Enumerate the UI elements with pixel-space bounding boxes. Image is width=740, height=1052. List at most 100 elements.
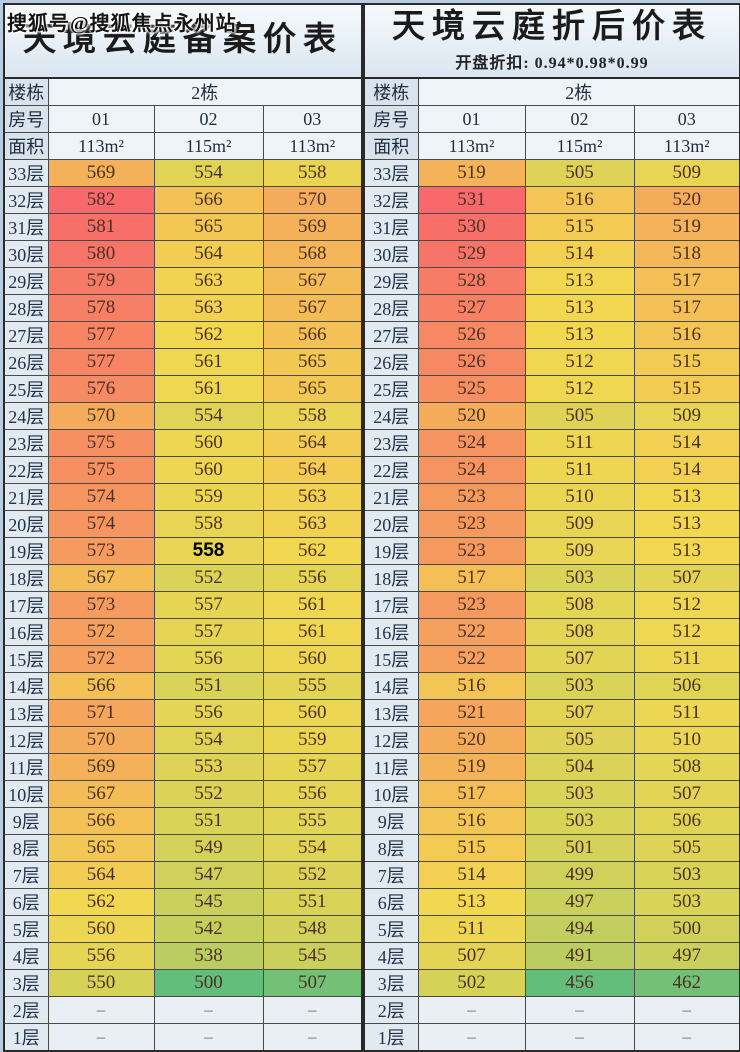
price-cell: 548	[262, 915, 363, 943]
floor-label: 9层	[363, 807, 419, 835]
room-number: 03	[633, 105, 740, 133]
floor-label: 17层	[3, 591, 49, 619]
price-cell: 554	[153, 726, 264, 754]
price-cell: 567	[262, 294, 363, 322]
floor-label: 19层	[3, 537, 49, 565]
table-row: 15层 522 507 511	[363, 645, 740, 673]
table-row: 9层 566 551 555	[3, 807, 363, 835]
table-row: 23层 524 511 514	[363, 429, 740, 457]
price-cell: 545	[262, 942, 363, 970]
area-label: 面积	[363, 132, 419, 160]
table-row: 13层 521 507 511	[363, 699, 740, 727]
price-cell: 578	[47, 294, 155, 322]
table-row: 3层 550 500 507	[3, 969, 363, 997]
price-cell: 569	[262, 213, 363, 241]
table-row: 1层 – – –	[363, 1023, 740, 1052]
table-row: 24层 570 554 558	[3, 402, 363, 430]
price-cell: 503	[524, 780, 635, 808]
table-row: 7层 514 499 503	[363, 861, 740, 889]
building-label: 楼栋	[363, 77, 419, 106]
table-row: 9层 516 503 506	[363, 807, 740, 835]
floor-label: 16层	[3, 618, 49, 646]
floor-label: 31层	[363, 213, 419, 241]
floor-label: 33层	[3, 159, 49, 187]
price-cell: 512	[524, 375, 635, 403]
table-row: 2层 – – –	[3, 996, 363, 1024]
price-cell: 511	[524, 429, 635, 457]
room-label: 房号	[3, 105, 49, 133]
price-cell: 556	[47, 942, 155, 970]
price-cell: 513	[524, 321, 635, 349]
table-row: 14层 516 503 506	[363, 672, 740, 700]
floor-label: 7层	[3, 861, 49, 889]
price-cell: 556	[262, 780, 363, 808]
price-cell: 562	[47, 888, 155, 916]
price-cell: 507	[262, 969, 363, 997]
area-value: 113m²	[417, 132, 526, 160]
price-cell: –	[633, 996, 740, 1024]
price-cell: –	[262, 1023, 363, 1052]
table-row: 6层 562 545 551	[3, 888, 363, 916]
table-row: 2层 – – –	[363, 996, 740, 1024]
price-cell: 523	[417, 591, 526, 619]
price-cell: 554	[153, 402, 264, 430]
price-cell: 563	[262, 483, 363, 511]
price-cell: 531	[417, 186, 526, 214]
price-cell: 517	[417, 564, 526, 592]
price-cell: 514	[633, 456, 740, 484]
floor-label: 10层	[3, 780, 49, 808]
price-cell: 556	[262, 564, 363, 592]
price-cell: 520	[417, 726, 526, 754]
price-cell: 560	[153, 429, 264, 457]
price-cell: 512	[633, 591, 740, 619]
price-cell: 502	[417, 969, 526, 997]
floor-label: 12层	[363, 726, 419, 754]
floor-label: 13层	[3, 699, 49, 727]
price-cell: 516	[417, 807, 526, 835]
price-cell: 513	[524, 294, 635, 322]
price-cell: 558	[153, 510, 264, 538]
price-cell: 581	[47, 213, 155, 241]
table-row: 3层 502 456 462	[363, 969, 740, 997]
price-cell: 565	[262, 348, 363, 376]
price-cell: 560	[153, 456, 264, 484]
table-row: 33层 569 554 558	[3, 159, 363, 187]
filed-price-table: 天境云庭备案价表 楼栋 2栋 房号 01 02 03 面积 113m² 115m…	[3, 3, 363, 1052]
price-cell: 497	[524, 888, 635, 916]
floor-label: 25层	[3, 375, 49, 403]
floor-label: 18层	[3, 564, 49, 592]
table-row: 29层 579 563 567	[3, 267, 363, 295]
price-cell: 574	[47, 483, 155, 511]
price-cell: 505	[524, 726, 635, 754]
price-cell: 563	[153, 294, 264, 322]
price-cell: 515	[633, 375, 740, 403]
price-cell: 552	[153, 780, 264, 808]
floor-label: 15层	[363, 645, 419, 673]
price-cell: 576	[47, 375, 155, 403]
floor-label: 15层	[3, 645, 49, 673]
table-row: 19层 523 509 513	[363, 537, 740, 565]
price-cell: –	[524, 996, 635, 1024]
floor-label: 21层	[3, 483, 49, 511]
price-cell: 570	[262, 186, 363, 214]
area-value: 115m²	[524, 132, 635, 160]
price-cell: 565	[153, 213, 264, 241]
price-cell: 570	[47, 726, 155, 754]
table-row: 4层 556 538 545	[3, 942, 363, 970]
tables-container: 天境云庭备案价表 楼栋 2栋 房号 01 02 03 面积 113m² 115m…	[3, 3, 740, 1052]
price-cell: 523	[417, 537, 526, 565]
price-cell: 515	[524, 213, 635, 241]
area-row: 面积 113m² 115m² 113m²	[363, 132, 740, 160]
price-cell: 557	[262, 753, 363, 781]
floor-label: 22层	[363, 456, 419, 484]
price-cell: 513	[417, 888, 526, 916]
floor-label: 26层	[363, 348, 419, 376]
price-cell: 516	[417, 672, 526, 700]
price-cell: 507	[633, 780, 740, 808]
price-cell: 570	[47, 402, 155, 430]
price-cell: 505	[633, 834, 740, 862]
price-cell: 524	[417, 456, 526, 484]
floor-label: 10层	[363, 780, 419, 808]
price-cell: 503	[633, 888, 740, 916]
floor-label: 14层	[363, 672, 419, 700]
